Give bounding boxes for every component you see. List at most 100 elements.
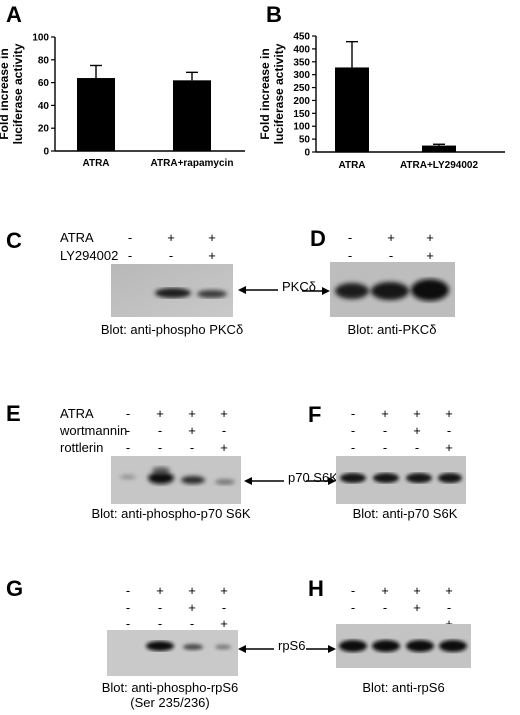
sign-f-r1-3: + — [413, 406, 421, 421]
chart-b-error-bar-1 — [433, 143, 445, 146]
sign-h-r3-3: - — [414, 616, 420, 631]
sign-e-r2-4: - — [221, 423, 227, 438]
sign-e-r1-2: + — [156, 406, 164, 421]
sign-g-r3-4: + — [220, 616, 228, 631]
sign-f-r3-2: - — [382, 440, 388, 455]
panel-label-h: H — [308, 576, 324, 601]
caption-f: Blot: anti-p70 S6K — [352, 506, 458, 521]
chart-b-ytick-label-7: 350 — [293, 57, 310, 68]
chart-b-ytick-label-8: 400 — [293, 44, 310, 55]
sign-f-r3-1: - — [350, 440, 356, 455]
row-label-atra: ATRA — [60, 230, 94, 245]
sign-g-r1-1: - — [125, 583, 131, 598]
sign-c-ly-1: - — [127, 248, 133, 263]
sign-h-r1-3: + — [413, 583, 421, 598]
caption-g: Blot: anti-phospho-rpS6 (Ser 235/236) — [60, 680, 280, 710]
panel-label-e: E — [6, 401, 21, 426]
sign-f-r1-4: + — [445, 406, 453, 421]
band-arrow-d — [302, 283, 330, 295]
sign-f-r2-2: - — [382, 423, 388, 438]
chart-b-ytick-label-9: 450 — [293, 32, 310, 43]
row-label-ly294002: LY294002 — [60, 248, 119, 263]
sign-d-r1-3: + — [426, 230, 434, 245]
chart-b-category-label-0: ATRA — [338, 160, 365, 171]
chart-b-ytick-label-0: 0 — [304, 148, 310, 159]
sign-e-r1-4: + — [220, 406, 228, 421]
panel-label-g: G — [6, 576, 24, 601]
panel-label-c: C — [6, 228, 22, 253]
sign-f-r2-3: + — [413, 423, 421, 438]
chart-a-category-label-0: ATRA — [82, 158, 109, 169]
panel-label-b: B — [266, 2, 282, 27]
sign-f-r1-2: + — [381, 406, 389, 421]
sign-c-ly-3: + — [208, 248, 216, 263]
sign-g-r2-4: - — [221, 600, 227, 615]
sign-h-r1-4: + — [445, 583, 453, 598]
chart-a-ylabel-line-0: Fold increase in — [0, 48, 11, 139]
band-arrow-g — [238, 641, 276, 653]
chart-b-ylabel-line-1: luciferase activity — [272, 43, 286, 144]
sign-h-r1-1: - — [350, 583, 356, 598]
chart-b-ytick-label-3: 150 — [293, 109, 310, 120]
chart-b-ytick-label-2: 100 — [293, 122, 310, 133]
chart-b-category-label-1: ATRA+LY294002 — [400, 160, 479, 171]
chart-a-ytick-label-0: 0 — [43, 147, 49, 158]
sign-h-r2-3: + — [413, 600, 421, 615]
chart-b-bar-0 — [335, 67, 369, 152]
sign-g-r1-4: + — [220, 583, 228, 598]
sign-g-r2-3: + — [188, 600, 196, 615]
sign-h-r3-4: + — [445, 616, 453, 631]
sign-g-r3-2: - — [157, 616, 163, 631]
sign-c-atra-3: + — [208, 230, 216, 245]
band-arrow-f — [306, 473, 336, 485]
blot-image-e — [111, 456, 241, 504]
sign-h-r1-2: + — [381, 583, 389, 598]
sign-h-r3-1: - — [350, 616, 356, 631]
row-label-wortmannin: wortmannin — [60, 423, 128, 438]
sign-f-r3-4: + — [445, 440, 453, 455]
caption-g-line2: (Ser 235/236) — [130, 695, 210, 710]
sign-h-r2-1: - — [350, 600, 356, 615]
sign-c-ly-2: - — [168, 248, 174, 263]
sign-f-r3-3: - — [414, 440, 420, 455]
sign-e-r2-3: + — [188, 423, 196, 438]
sign-h-r2-4: - — [446, 600, 452, 615]
caption-h: Blot: anti-rpS6 — [362, 680, 445, 695]
caption-e: Blot: anti-phospho-p70 S6K — [91, 506, 251, 521]
chart-b-ylabel-line-0: Fold increase in — [260, 48, 272, 139]
sign-e-r3-1: - — [125, 440, 131, 455]
band-arrow-h — [306, 641, 336, 653]
blot-image-h — [336, 624, 471, 668]
chart-a-ytick-label-3: 60 — [38, 78, 50, 89]
band-arrow-e — [244, 473, 286, 485]
panel-label-a: A — [6, 2, 22, 27]
bar-chart-a: 0 20 40 60 80 100 ATRA ATRA+rapamycin Fold incre… — [0, 33, 245, 169]
blot-image-d — [330, 262, 455, 317]
chart-a-bar-0 — [77, 78, 115, 151]
sign-c-atra-1: - — [127, 230, 133, 245]
sign-g-r2-2: - — [157, 600, 163, 615]
caption-c: Blot: anti-phospho PKCδ — [100, 322, 244, 337]
sign-d-r2-1: - — [347, 248, 353, 263]
sign-d-r1-2: + — [387, 230, 395, 245]
sign-g-r1-2: + — [156, 583, 164, 598]
sign-f-r2-1: - — [350, 423, 356, 438]
sign-e-r3-2: - — [157, 440, 163, 455]
sign-f-r2-4: - — [446, 423, 452, 438]
chart-b-bar-1 — [422, 145, 456, 152]
chart-a-ytick-label-1: 20 — [38, 124, 50, 135]
chart-a-ylabel: Fold increase inluciferase activity — [0, 43, 25, 144]
sign-e-r1-3: + — [188, 406, 196, 421]
chart-a-bar-1 — [173, 80, 211, 151]
sign-e-r1-1: - — [125, 406, 131, 421]
chart-b-ytick-label-1: 50 — [299, 135, 311, 146]
sign-h-r3-2: - — [382, 616, 388, 631]
chart-a-ytick-label-5: 100 — [32, 33, 49, 44]
caption-g-line1: Blot: anti-phospho-rpS6 — [101, 680, 239, 695]
blot-image-f — [336, 456, 466, 504]
sign-e-r2-2: - — [157, 423, 163, 438]
chart-b-ytick-label-5: 250 — [293, 83, 310, 94]
sign-h-r2-2: - — [382, 600, 388, 615]
chart-a-ylabel-line-1: luciferase activity — [11, 43, 25, 144]
